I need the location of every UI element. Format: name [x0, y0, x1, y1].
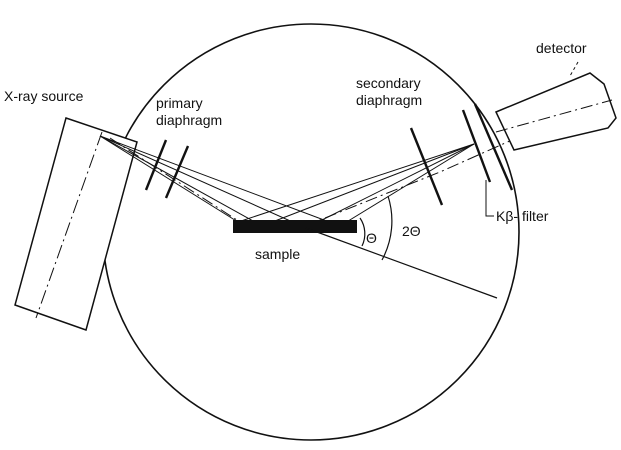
kbeta-filter-label: Kβ- filter — [496, 208, 549, 224]
diffracted-rays — [237, 143, 475, 229]
detector-axis-line — [495, 99, 613, 133]
sample — [233, 220, 357, 233]
detector-label: detector — [536, 40, 587, 56]
two-theta-arc — [381, 195, 393, 261]
theta-arc — [359, 217, 366, 247]
primary-diaphragm — [144, 139, 190, 199]
kbeta-filter — [461, 103, 514, 191]
primary-diaphragm-label-line2: diaphragm — [156, 112, 222, 128]
source-axis-line — [35, 131, 103, 319]
secondary-diaphragm-label-line2: diaphragm — [356, 92, 422, 108]
primary-diaphragm-label-line1: primary — [156, 95, 203, 111]
secondary-diaphragm — [409, 127, 444, 206]
xray-source-tube — [14, 117, 138, 331]
xray-source-label: X-ray source — [4, 88, 84, 104]
two-theta-reference-line — [305, 227, 498, 299]
incident-rays — [99, 135, 341, 229]
detector-label-leader — [569, 61, 579, 77]
detector-tube — [494, 72, 617, 151]
theta-label: Θ — [366, 230, 377, 246]
kbeta-filter-leader — [485, 180, 494, 217]
two-theta-label: 2Θ — [402, 223, 421, 239]
sample-label: sample — [255, 246, 300, 262]
secondary-diaphragm-label-line1: secondary — [356, 75, 421, 91]
